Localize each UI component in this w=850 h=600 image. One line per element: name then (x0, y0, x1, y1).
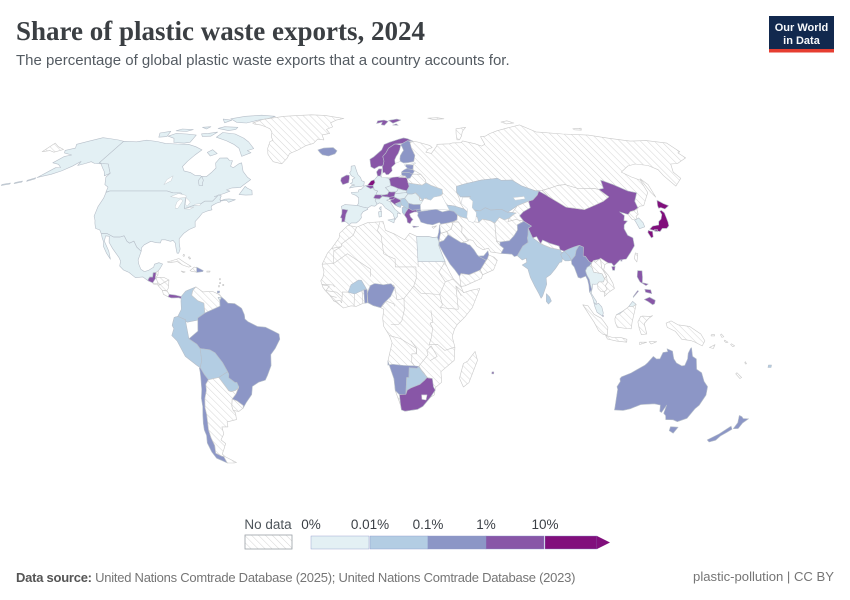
svg-text:0.1%: 0.1% (413, 517, 444, 532)
svg-text:Our World: Our World (775, 22, 829, 34)
svg-text:0.01%: 0.01% (351, 517, 389, 532)
svg-text:Data source: United Nations Co: Data source: United Nations Comtrade Dat… (16, 570, 575, 585)
svg-text:10%: 10% (531, 517, 558, 532)
svg-text:0%: 0% (301, 517, 321, 532)
svg-text:No data: No data (244, 517, 292, 532)
svg-text:plastic-pollution | CC BY: plastic-pollution | CC BY (693, 569, 834, 584)
svg-text:1%: 1% (476, 517, 496, 532)
svg-text:in Data: in Data (783, 35, 821, 47)
svg-text:The percentage of global plast: The percentage of global plastic waste e… (16, 52, 510, 69)
svg-text:Share of plastic waste exports: Share of plastic waste exports, 2024 (16, 16, 425, 46)
